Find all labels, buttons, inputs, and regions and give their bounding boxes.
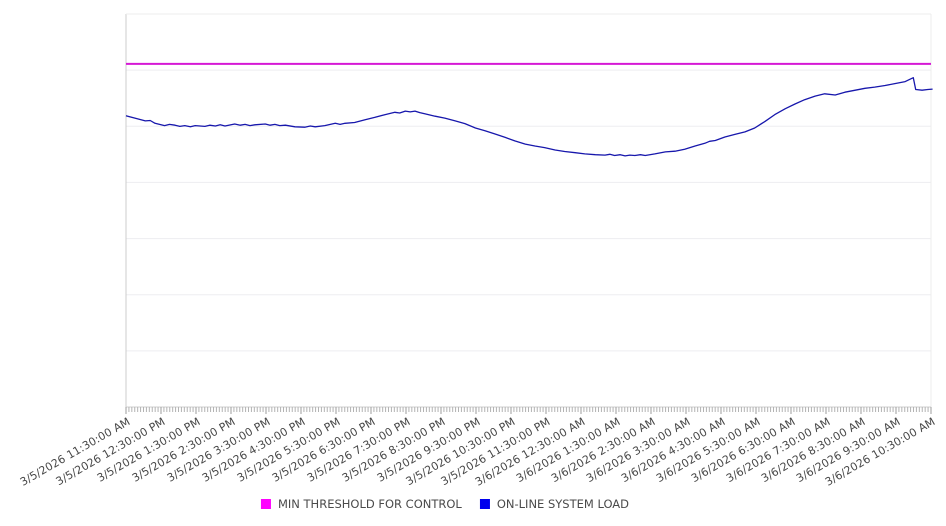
threshold-series-swatch-icon [260, 499, 271, 509]
x-axis-minor-ticks [128, 407, 929, 412]
online-system-load-line [125, 77, 933, 157]
plot-area [125, 13, 933, 414]
legend-label-min-threshold: MIN THRESHOLD FOR CONTROL [277, 497, 462, 511]
legend-item-min-threshold[interactable]: MIN THRESHOLD FOR CONTROL [260, 497, 462, 511]
legend-label-online-system-load: ON-LINE SYSTEM LOAD [496, 497, 630, 511]
load-series-swatch-icon [479, 499, 490, 509]
legend: MIN THRESHOLD FOR CONTROL ON-LINE SYSTEM… [260, 497, 630, 511]
legend-item-online-system-load[interactable]: ON-LINE SYSTEM LOAD [479, 497, 630, 511]
x-axis-major-ticks [125, 407, 932, 414]
